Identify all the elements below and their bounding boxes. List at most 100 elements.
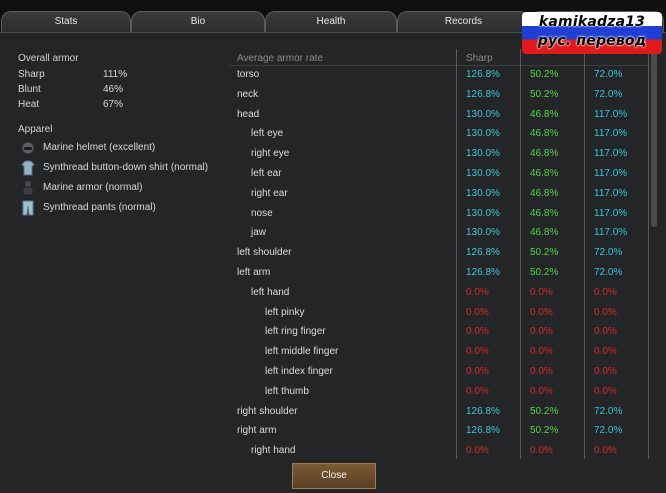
sharp-value: 0.0% xyxy=(466,385,489,397)
column-divider xyxy=(456,49,457,459)
heat-value: 72.0% xyxy=(594,88,623,100)
stat-value: 67% xyxy=(103,99,124,110)
overall-armor-title: Overall armor xyxy=(18,53,79,64)
apparel-item[interactable]: Synthread button-down shirt (normal) xyxy=(20,160,220,177)
heat-value: 72.0% xyxy=(594,247,623,259)
tab-stats[interactable]: Stats xyxy=(1,11,131,33)
sharp-value: 130.0% xyxy=(466,108,500,120)
armor-row: right eye 130.0% 46.8% 117.0% xyxy=(230,145,650,164)
apparel-item[interactable]: Marine helmet (excellent) xyxy=(20,141,220,157)
overall-armor-sharp: Sharp 111% xyxy=(18,69,148,83)
armor-row: right ear 130.0% 46.8% 117.0% xyxy=(230,185,650,204)
armor-icon xyxy=(20,180,36,196)
close-button[interactable]: Close xyxy=(292,463,376,489)
body-part-label: torso xyxy=(237,69,260,80)
column-divider xyxy=(584,49,585,459)
body-part-label: left pinky xyxy=(265,306,305,318)
armor-row: left ring finger 0.0% 0.0% 0.0% xyxy=(230,323,650,342)
header-part: Average armor rate xyxy=(237,53,323,64)
sharp-value: 130.0% xyxy=(466,187,500,199)
heat-value: 0.0% xyxy=(594,445,617,457)
armor-row: head 130.0% 46.8% 117.0% xyxy=(230,106,650,125)
apparel-item[interactable]: Synthread pants (normal) xyxy=(20,200,220,217)
sharp-value: 130.0% xyxy=(466,128,500,140)
blunt-value: 46.8% xyxy=(530,108,559,120)
sharp-value: 0.0% xyxy=(466,346,489,358)
table-scrollbar[interactable] xyxy=(650,45,658,461)
blunt-value: 46.8% xyxy=(530,168,559,179)
armor-row: jaw 130.0% 46.8% 117.0% xyxy=(230,224,650,243)
tab-bio[interactable]: Bio xyxy=(131,11,265,33)
sharp-value: 126.8% xyxy=(466,405,500,417)
heat-value: 72.0% xyxy=(594,405,623,417)
armor-row: nose 130.0% 46.8% 117.0% xyxy=(230,205,650,224)
blunt-value: 46.8% xyxy=(530,227,559,239)
armor-row: left eye 130.0% 46.8% 117.0% xyxy=(230,125,650,144)
sharp-value: 130.0% xyxy=(466,227,500,239)
sharp-value: 126.8% xyxy=(466,267,500,278)
body-part-label: left ear xyxy=(251,168,282,179)
stat-label: Sharp xyxy=(18,69,45,80)
body-part-label: left hand xyxy=(251,286,290,298)
column-divider xyxy=(520,49,521,459)
body-part-label: right eye xyxy=(251,148,290,160)
sharp-value: 126.8% xyxy=(466,69,500,80)
tab-health[interactable]: Health xyxy=(265,11,397,33)
stat-value: 111% xyxy=(103,69,128,80)
apparel-title: Apparel xyxy=(18,124,53,135)
watermark-line-2: рус. перевод xyxy=(537,33,647,49)
overall-armor-heat: Heat 67% xyxy=(18,99,148,113)
blunt-value: 0.0% xyxy=(530,306,553,318)
body-part-label: right shoulder xyxy=(237,405,298,417)
sharp-value: 130.0% xyxy=(466,168,500,179)
tab-records[interactable]: Records xyxy=(397,11,530,33)
sharp-value: 130.0% xyxy=(466,148,500,160)
sharp-value: 0.0% xyxy=(466,445,489,457)
blunt-value: 50.2% xyxy=(530,405,559,417)
gear-panel: Overall armor Sharp 111% Blunt 46% Heat … xyxy=(0,32,666,493)
body-part-label: left ring finger xyxy=(265,326,326,338)
body-part-label: left shoulder xyxy=(237,247,292,259)
armor-row: left index finger 0.0% 0.0% 0.0% xyxy=(230,363,650,382)
apparel-item[interactable]: Marine armor (normal) xyxy=(20,181,220,197)
sharp-value: 126.8% xyxy=(466,247,500,259)
body-part-label: neck xyxy=(237,88,259,100)
armor-table: Average armor rate Sharp torso 126.8% 50.2… xyxy=(230,45,650,465)
overall-armor-blunt: Blunt 46% xyxy=(18,84,148,98)
heat-value: 72.0% xyxy=(594,69,623,80)
heat-value: 0.0% xyxy=(594,306,617,318)
heat-value: 72.0% xyxy=(594,425,623,437)
header-sharp: Sharp xyxy=(466,53,493,64)
body-part-label: right hand xyxy=(251,445,296,457)
armor-row: left middle finger 0.0% 0.0% 0.0% xyxy=(230,343,650,362)
stat-label: Heat xyxy=(18,99,40,110)
armor-row: right hand 0.0% 0.0% 0.0% xyxy=(230,442,650,461)
apparel-item-label: Synthread pants (normal) xyxy=(43,202,156,213)
column-divider xyxy=(648,49,649,459)
blunt-value: 50.2% xyxy=(530,267,559,278)
armor-table-header: Average armor rate Sharp xyxy=(230,45,650,66)
blunt-value: 0.0% xyxy=(530,445,553,457)
blunt-value: 0.0% xyxy=(530,286,553,298)
heat-value: 0.0% xyxy=(594,326,617,338)
sharp-value: 0.0% xyxy=(466,286,489,298)
heat-value: 117.0% xyxy=(594,128,628,140)
body-part-label: left eye xyxy=(251,128,284,140)
blunt-value: 46.8% xyxy=(530,128,559,140)
sharp-value: 0.0% xyxy=(466,366,489,377)
armor-row: torso 126.8% 50.2% 72.0% xyxy=(230,66,650,85)
blunt-value: 0.0% xyxy=(530,346,553,358)
helmet-icon xyxy=(20,140,36,156)
scrollbar-thumb[interactable] xyxy=(651,47,657,227)
heat-value: 72.0% xyxy=(594,267,623,278)
watermark-line-1: kamikadza13 xyxy=(538,14,646,30)
blunt-value: 46.8% xyxy=(530,207,559,219)
body-part-label: left index finger xyxy=(265,366,333,377)
sharp-value: 130.0% xyxy=(466,207,500,219)
blunt-value: 50.2% xyxy=(530,425,559,437)
blunt-value: 0.0% xyxy=(530,326,553,338)
body-part-label: left arm xyxy=(237,267,271,278)
heat-value: 117.0% xyxy=(594,227,628,239)
translator-watermark-logo: kamikadza13 рус. перевод xyxy=(522,12,662,54)
blunt-value: 50.2% xyxy=(530,69,559,80)
